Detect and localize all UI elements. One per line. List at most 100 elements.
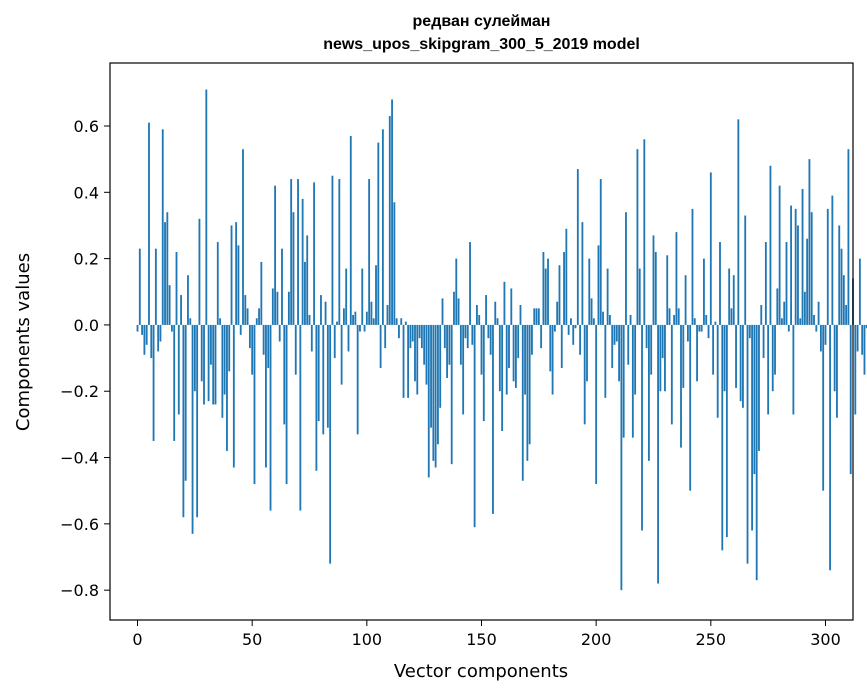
bar [384, 324, 387, 349]
bar [799, 318, 802, 325]
x-tick-label: 200 [581, 630, 612, 649]
bar [581, 222, 584, 325]
bar [863, 324, 866, 375]
bar [613, 324, 616, 345]
bar [175, 251, 178, 325]
bar [138, 248, 141, 325]
bar [787, 324, 790, 332]
bar [427, 324, 430, 478]
bar [778, 185, 781, 325]
bar [540, 324, 543, 349]
bar [606, 268, 609, 325]
bar [638, 268, 641, 325]
bar [159, 324, 162, 342]
bar [631, 324, 634, 438]
bar [361, 268, 364, 325]
bar [510, 288, 513, 325]
bar [716, 324, 719, 418]
bar [246, 308, 249, 325]
bar [329, 324, 332, 564]
bar [466, 324, 469, 349]
bar [368, 179, 371, 325]
bars-group [136, 89, 867, 591]
bar [214, 324, 217, 405]
bar [386, 305, 389, 325]
bar [725, 324, 728, 538]
bar [824, 324, 827, 345]
y-tick-label: 0.0 [74, 316, 99, 335]
bar [148, 122, 150, 325]
y-tick-label: 0.6 [74, 117, 99, 136]
bar [751, 324, 754, 531]
bar [482, 324, 485, 422]
bar [684, 275, 687, 325]
bar [409, 324, 412, 349]
bar [287, 291, 290, 325]
bar [379, 324, 382, 369]
bar [152, 324, 155, 441]
bar [758, 324, 760, 451]
bar [244, 295, 247, 325]
bar [359, 324, 361, 332]
bar [455, 258, 458, 325]
bar [168, 285, 171, 325]
bar [255, 318, 258, 325]
bar [226, 324, 228, 451]
bar [709, 172, 712, 325]
bar [276, 291, 279, 325]
bar [517, 324, 520, 359]
bar [622, 324, 625, 438]
bar [269, 324, 272, 511]
bar [599, 179, 602, 325]
bar [618, 324, 621, 382]
bar [317, 324, 320, 422]
bar [212, 324, 215, 405]
bar [512, 324, 515, 382]
bar [742, 324, 744, 408]
bar [164, 222, 166, 325]
bar [659, 324, 662, 392]
bar [746, 324, 749, 564]
bar [150, 324, 153, 359]
bar [611, 324, 614, 369]
bar [531, 324, 533, 355]
bar [556, 301, 559, 325]
bar [290, 179, 293, 325]
bar [627, 324, 630, 365]
bar [849, 324, 852, 475]
bar [441, 298, 444, 325]
bar [306, 235, 309, 325]
bar [485, 295, 487, 325]
bar [762, 324, 765, 359]
bar [643, 139, 646, 325]
bar [446, 324, 449, 378]
bar [157, 324, 160, 352]
bar [372, 318, 375, 325]
bar [645, 324, 648, 349]
bar [836, 324, 838, 418]
bar [831, 195, 834, 325]
bar [326, 324, 329, 428]
bar [237, 245, 240, 325]
bar [496, 318, 499, 325]
bar [572, 324, 575, 345]
bar [574, 324, 577, 329]
bar [712, 324, 715, 375]
bar [365, 311, 368, 325]
bar [698, 324, 701, 332]
bar [407, 324, 410, 398]
bar [182, 324, 185, 518]
bar [356, 324, 359, 435]
bar [340, 324, 343, 385]
bar [274, 185, 277, 325]
bar [469, 242, 471, 325]
bar [801, 188, 804, 325]
bar [347, 324, 350, 352]
bar [161, 129, 164, 325]
bar [315, 324, 318, 471]
bar [815, 324, 818, 332]
bar [420, 324, 423, 349]
bar [439, 324, 442, 408]
bar [553, 324, 556, 332]
